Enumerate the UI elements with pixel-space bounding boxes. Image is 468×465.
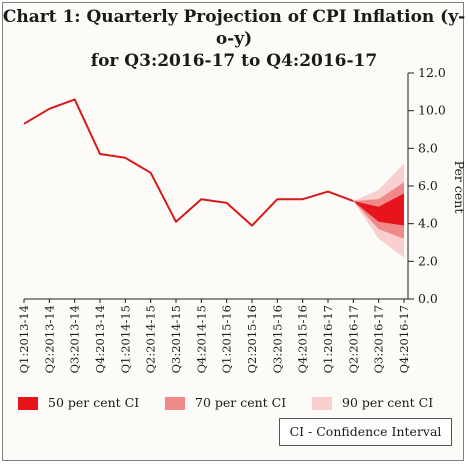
x-tick-label: Q1:2015-16	[220, 305, 234, 373]
y-tick-label: 6.0	[418, 178, 438, 193]
x-tick-label: Q2:2013-14	[42, 305, 56, 373]
y-tick-label: 4.0	[418, 216, 438, 231]
x-tick-label: Q3:2013-14	[68, 305, 82, 373]
x-tick-label: Q2:2016-17	[346, 305, 360, 373]
cpi-inflation-line	[23, 98, 354, 227]
chart-title: Chart 1: Quarterly Projection of CPI Inf…	[0, 6, 468, 72]
x-tick-label: Q3:2015-16	[270, 305, 284, 373]
y-axis-label: Per cent	[452, 161, 467, 214]
legend-swatch-ci50	[18, 397, 38, 410]
x-tick-label: Q4:2014-15	[194, 305, 208, 373]
x-tick-label: Q4:2015-16	[296, 305, 310, 373]
chart-title-line2: for Q3:2016-17 to Q4:2016-17	[90, 51, 378, 71]
x-tick-label: Q4:2013-14	[93, 305, 107, 373]
legend-swatch-ci90	[312, 397, 332, 410]
y-tick-label: 10.0	[418, 103, 446, 118]
x-tick-label: Q2:2015-16	[245, 305, 259, 373]
y-tick-label: 2.0	[418, 253, 438, 268]
x-tick-label: Q1:2014-15	[118, 305, 132, 373]
x-tick-label: Q3:2016-17	[372, 305, 386, 373]
legend-swatch-ci70	[165, 397, 185, 410]
x-tick-label: Q1:2013-14	[17, 305, 31, 373]
x-tick-label: Q3:2014-15	[169, 305, 183, 373]
x-tick-label: Q4:2016-17	[397, 305, 411, 373]
confidence-interval-note: CI - Confidence Interval	[279, 418, 452, 446]
chart-title-line1: Chart 1: Quarterly Projection of CPI Inf…	[2, 7, 466, 49]
legend-label-ci70: 70 per cent CI	[195, 395, 287, 410]
y-tick-label: 0.0	[418, 291, 438, 306]
y-tick-label: 8.0	[418, 140, 438, 155]
x-tick-label: Q2:2014-15	[144, 305, 158, 373]
legend-label-ci90: 90 per cent CI	[342, 395, 434, 410]
x-tick-label: Q1:2016-17	[321, 305, 335, 373]
y-tick-label: 12.0	[418, 65, 446, 80]
fan-band-ci50	[353, 193, 404, 226]
legend-label-ci50: 50 per cent CI	[48, 395, 140, 410]
